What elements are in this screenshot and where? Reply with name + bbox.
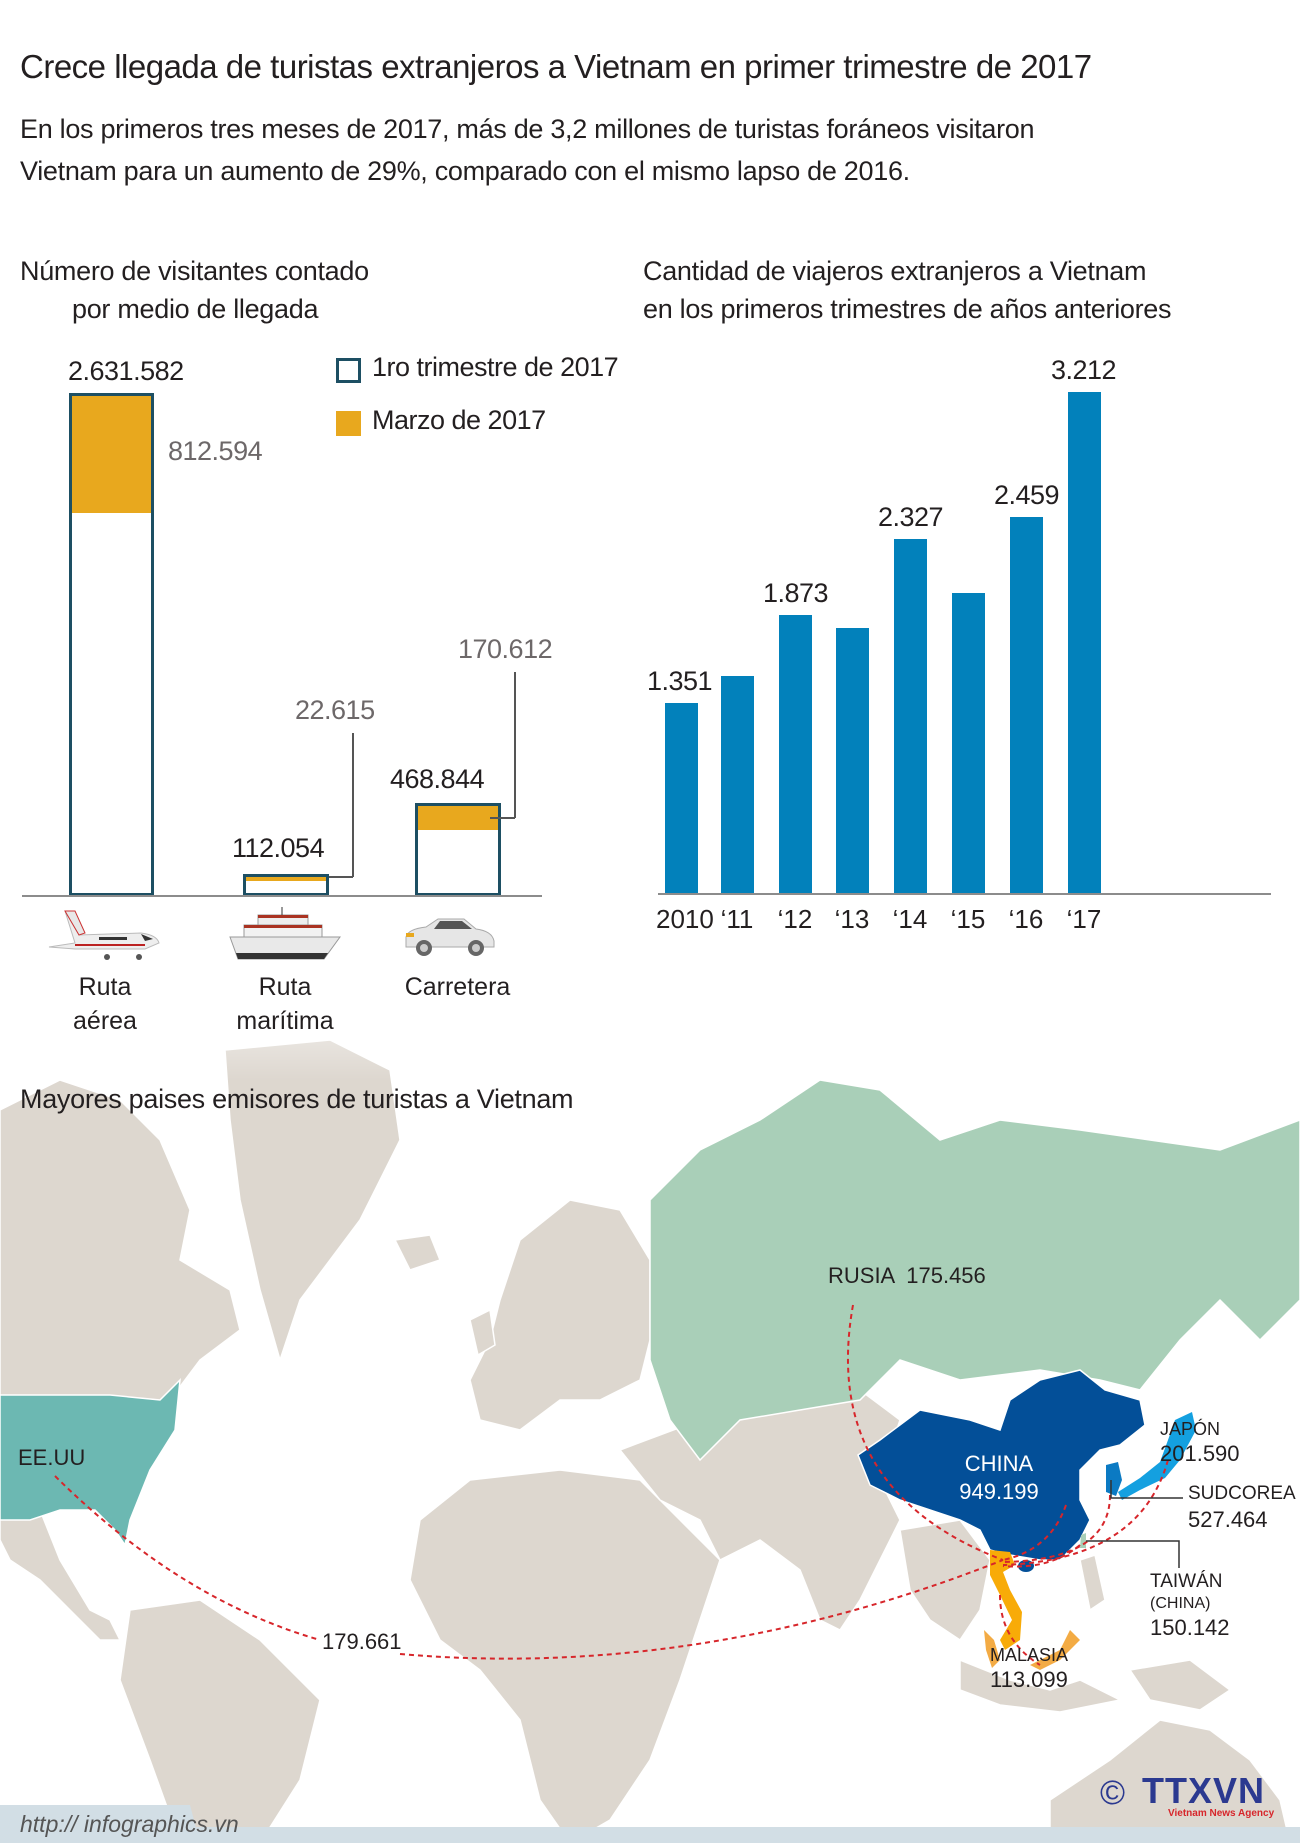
bar-road <box>415 803 501 896</box>
bar-sea <box>243 874 329 896</box>
mode-label-road: Carretera <box>404 973 511 1001</box>
russia-label: RUSIA 175.456 <box>828 1263 986 1288</box>
xtick-2011: ‘11 <box>720 904 754 934</box>
xtick-2016: ‘16 <box>1008 904 1044 934</box>
years-chart-title: Cantidad de viajeros extranjeros a Vietn… <box>643 256 1172 324</box>
page-subtitle: En los primeros tres meses de 2017, más … <box>20 114 1035 186</box>
japan-label: JAPÓN 201.590 <box>1160 1419 1240 1466</box>
label-2014: 2.327 <box>878 502 944 532</box>
bar-2013 <box>836 628 869 893</box>
korea-label: SUDCOREA 527.464 <box>1188 1483 1296 1532</box>
bar-road-march <box>418 806 498 830</box>
bar-2012 <box>779 615 812 893</box>
bar-2016 <box>1010 517 1043 893</box>
years-baseline <box>658 893 1271 895</box>
bar-air-march <box>72 396 151 513</box>
sea-total-label: 112.054 <box>232 833 325 863</box>
ttxvn-logo: © TTXVN Vietnam News Agency <box>1100 1770 1290 1822</box>
korea-region <box>1106 1462 1122 1496</box>
air-total-label: 2.631.582 <box>68 356 184 386</box>
sea-leader-v <box>352 733 354 877</box>
bar-sea-march <box>246 877 326 881</box>
map-title: Mayores paises emisores de turistas a Vi… <box>20 1084 574 1114</box>
ship-icon <box>229 907 341 960</box>
xtick-2012: ‘12 <box>777 904 813 934</box>
usa-label: EE.UU <box>18 1445 86 1470</box>
road-leader-v <box>514 672 516 818</box>
source-url[interactable]: http:// infographics.vn <box>20 1811 239 1837</box>
usa-region <box>0 1377 181 1547</box>
china-label: CHINA 949.199 <box>959 1451 1039 1504</box>
japan-region <box>1118 1412 1196 1500</box>
footer-bar <box>0 1827 1300 1843</box>
bar-air <box>69 393 154 896</box>
bar-2017 <box>1068 392 1101 893</box>
legend-march-label: Marzo de 2017 <box>372 405 546 435</box>
vietnam-region <box>990 1550 1022 1650</box>
sea-march-label: 22.615 <box>295 695 375 725</box>
mode-label-sea: Ruta marítima <box>236 973 334 1035</box>
label-2016: 2.459 <box>994 480 1060 510</box>
page-title: Crece llegada de turistas extranjeros a … <box>20 48 1092 85</box>
label-2017: 3.212 <box>1051 355 1117 385</box>
arrival-baseline <box>22 895 542 897</box>
label-2010: 1.351 <box>647 666 713 696</box>
bar-2015 <box>952 593 985 893</box>
car-icon <box>405 918 495 956</box>
usa-value: 179.661 <box>322 1629 402 1654</box>
bar-2011 <box>721 676 754 893</box>
sea-leader-h <box>329 876 353 878</box>
legend-march-swatch <box>336 411 361 436</box>
airplane-icon <box>48 910 160 960</box>
bar-2014 <box>894 539 927 893</box>
xtick-2013: ‘13 <box>834 904 870 934</box>
road-march-label: 170.612 <box>458 634 553 664</box>
russia-region <box>649 1079 1300 1462</box>
legend-quarter-swatch <box>336 358 361 383</box>
malaysia-region <box>984 1630 1080 1670</box>
logo-text: TTXVN <box>1142 1770 1266 1811</box>
xtick-2015: ‘15 <box>950 904 986 934</box>
china-region <box>857 1369 1146 1561</box>
map-fade <box>0 960 1300 1080</box>
air-march-label: 812.594 <box>168 436 263 466</box>
legend-quarter-label: 1ro trimestre de 2017 <box>372 352 619 382</box>
route-lines <box>54 1304 1169 1666</box>
mode-label-air: Ruta aérea <box>73 973 137 1035</box>
xtick-2017: ‘17 <box>1066 904 1102 934</box>
xtick-2010: 2010 <box>656 904 714 934</box>
road-total-label: 468.844 <box>390 764 485 794</box>
xtick-2014: ‘14 <box>892 904 928 934</box>
leader-lines <box>1086 1480 1183 1568</box>
label-2012: 1.873 <box>763 578 829 608</box>
logo-subtitle: Vietnam News Agency <box>1168 1808 1275 1819</box>
bar-2010 <box>665 703 698 893</box>
arrival-chart-title: Número de visitantes contado por medio d… <box>20 256 369 324</box>
footer-url-tab <box>0 1805 200 1843</box>
road-leader-h <box>490 817 515 819</box>
taiwan-label: TAIWÁN (CHINA) 150.142 <box>1150 1571 1230 1640</box>
malaysia-label: MALASIA 113.099 <box>990 1645 1069 1692</box>
copyright-icon: © <box>1100 1774 1126 1812</box>
